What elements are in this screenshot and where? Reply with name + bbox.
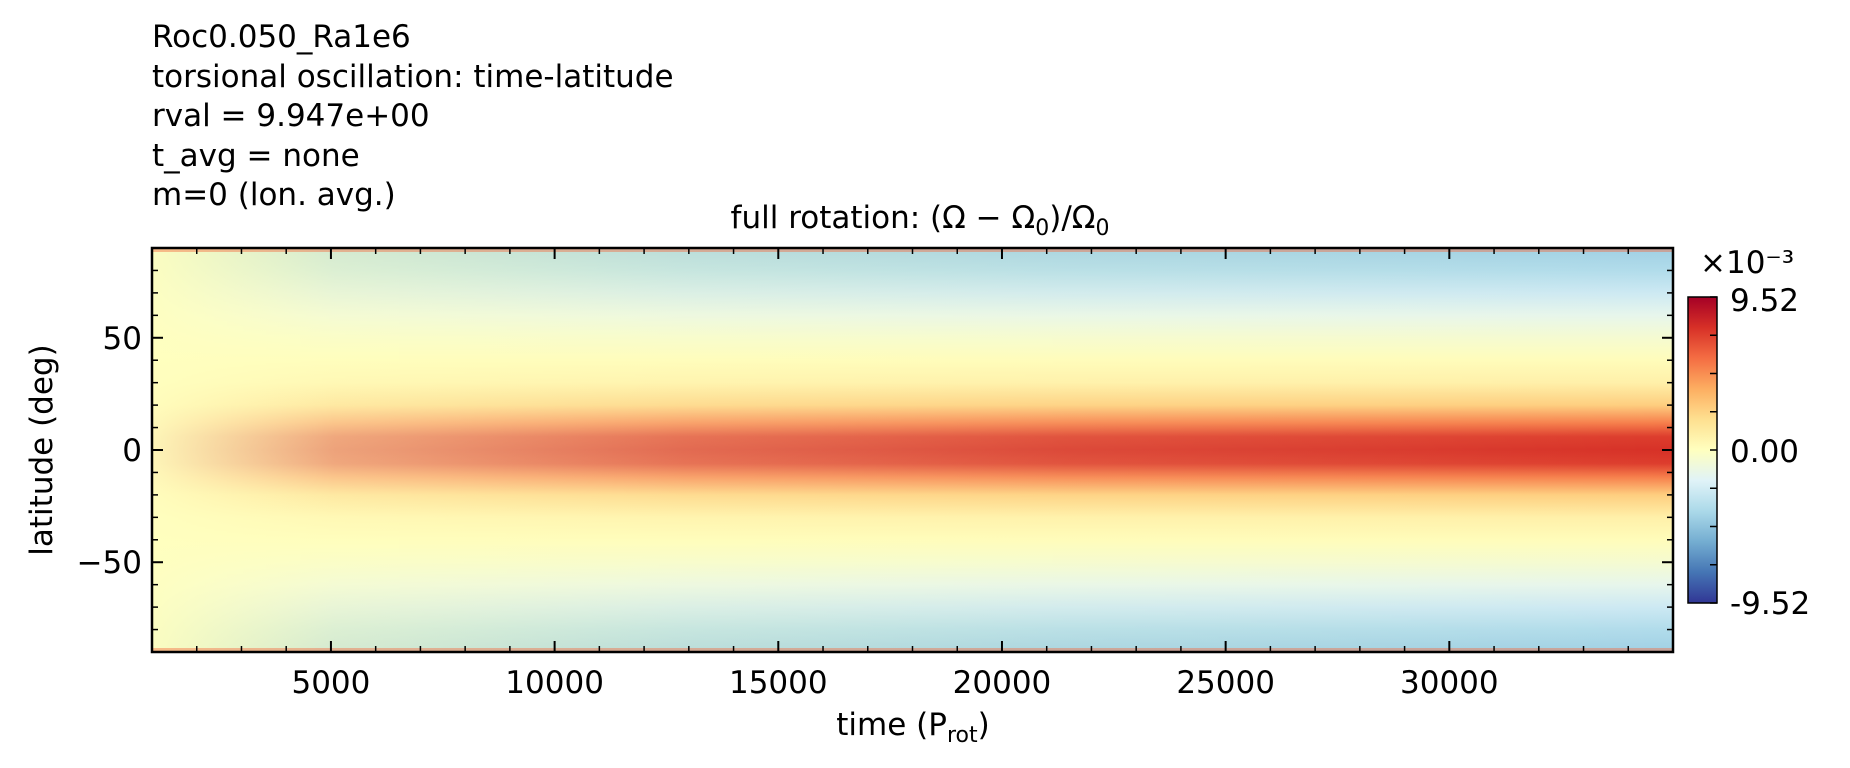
y-tick-label: 50 — [103, 321, 142, 357]
y-tick-labels: 50 0 −50 — [77, 321, 142, 581]
info-line-tavg: t_avg = none — [152, 137, 360, 174]
x-tick-label: 30000 — [1400, 665, 1499, 701]
heatmap-early-time-overlay — [152, 248, 1673, 652]
info-line-run-name: Roc0.050_Ra1e6 — [152, 19, 411, 55]
colorbar-mid-label: 0.00 — [1730, 434, 1799, 470]
chart-title: full rotation: (Ω − Ω0)/Ω0 — [731, 200, 1110, 241]
x-axis-label: time (Prot) — [836, 707, 989, 748]
y-axis-label: latitude (deg) — [24, 344, 60, 555]
x-tick-label: 20000 — [953, 665, 1052, 701]
x-tick-label: 5000 — [291, 665, 370, 701]
info-line-mode: m=0 (lon. avg.) — [152, 177, 396, 213]
y-tick-label: 0 — [122, 433, 142, 469]
x-tick-labels: 5000 10000 15000 20000 25000 30000 — [291, 665, 1498, 701]
x-tick-label: 10000 — [505, 665, 604, 701]
axis-ticks — [151, 247, 1674, 653]
x-tick-label: 15000 — [729, 665, 828, 701]
y-tick-label: −50 — [77, 545, 142, 581]
info-text-block: Roc0.050_Ra1e6 torsional oscillation: ti… — [152, 18, 674, 216]
heatmap — [152, 248, 1673, 652]
info-line-quantity: torsional oscillation: time-latitude — [152, 58, 674, 95]
colorbar-max-label: 9.52 — [1730, 283, 1799, 319]
colorbar-ticks — [1710, 296, 1717, 604]
colorbar: ×10⁻³ 9.52 0.00 -9.52 — [1687, 245, 1810, 622]
info-line-rval: rval = 9.947e+00 — [152, 98, 430, 134]
colorbar-min-label: -9.52 — [1730, 586, 1810, 622]
x-tick-label: 25000 — [1176, 665, 1275, 701]
colorbar-exponent: ×10⁻³ — [1700, 245, 1794, 281]
